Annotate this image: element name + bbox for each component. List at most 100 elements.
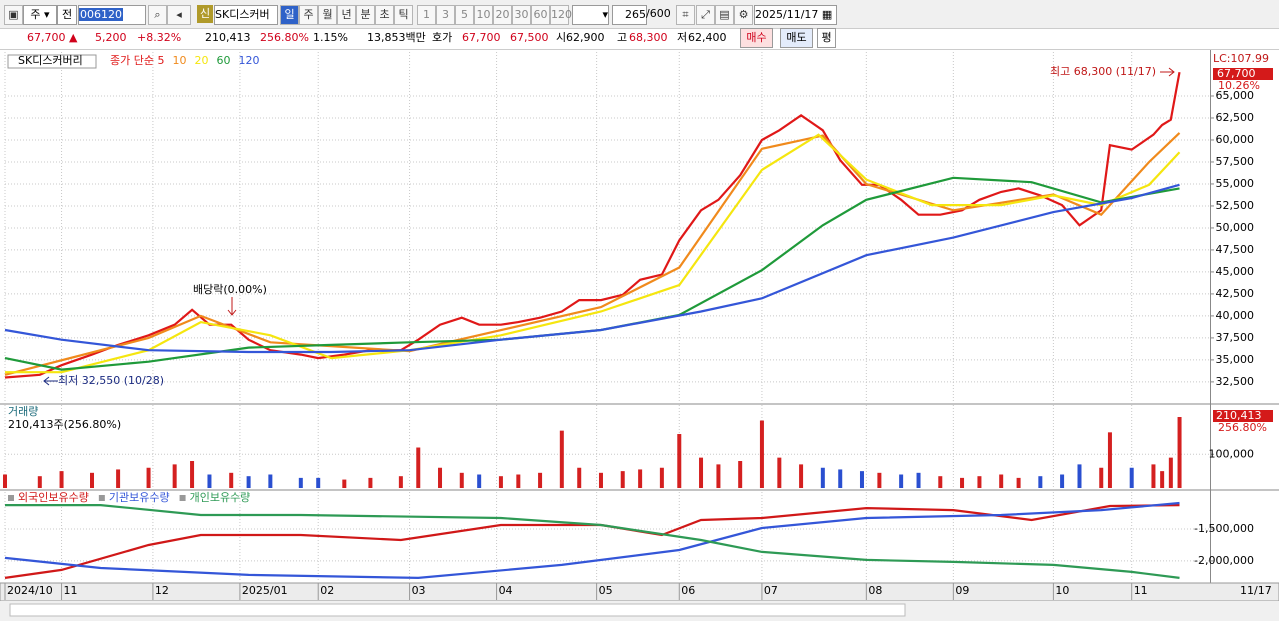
volume-bar	[999, 474, 1004, 488]
lc-label: LC:107.99	[1213, 52, 1269, 65]
high: 68,300	[629, 31, 668, 44]
tool-icon[interactable]: ⤢	[696, 5, 715, 25]
volume-bar	[1107, 432, 1112, 488]
volume-bar	[116, 469, 121, 488]
x-axis-strip	[0, 582, 1279, 602]
legend-box	[7, 54, 97, 69]
period-button[interactable]: 년	[337, 5, 356, 25]
volume-bar	[777, 457, 782, 488]
volume-bar	[1038, 476, 1043, 488]
x-tick-label: 09	[955, 584, 969, 597]
x-tick-label: 08	[868, 584, 882, 597]
volume-bar	[1151, 464, 1156, 488]
series-line	[4, 501, 1180, 580]
new-badge[interactable]: 신	[197, 5, 213, 23]
volume-bar	[3, 474, 7, 488]
volume-bar	[659, 467, 664, 488]
legend-entry: 120	[238, 54, 259, 67]
tool-icon[interactable]: ⌗	[676, 5, 695, 25]
volume-bar	[1168, 457, 1173, 488]
avg-button[interactable]: 평	[817, 28, 836, 48]
x-tick-label: 02	[320, 584, 334, 597]
stock-name: SK디스커버리	[18, 54, 83, 67]
interval-button[interactable]: 3	[436, 5, 455, 25]
volume-bar	[738, 461, 743, 488]
volume-bar	[916, 472, 921, 488]
volume-bar	[229, 472, 234, 488]
period-button[interactable]: 일	[280, 5, 299, 25]
x-tick-label: 11	[1134, 584, 1148, 597]
volume-bar	[820, 467, 825, 488]
legend-entry: 종가 단순 5	[110, 54, 164, 67]
interval-button[interactable]: 120	[550, 5, 572, 25]
volume-bar	[1177, 417, 1182, 488]
interval-button[interactable]: 1	[417, 5, 436, 25]
sell-button[interactable]: 매도	[780, 28, 813, 48]
period-button[interactable]: 주	[299, 5, 318, 25]
x-tick-label: 10	[1055, 584, 1069, 597]
name-field[interactable]: SK디스커버	[214, 5, 278, 25]
volume-bar	[190, 461, 195, 488]
legend-entry: 외국인보유수량	[18, 491, 89, 504]
interval-select[interactable]: ▾	[572, 5, 609, 25]
legend-swatch	[8, 495, 14, 501]
volume-bar	[877, 472, 882, 488]
buy-button[interactable]: 매수	[740, 28, 773, 48]
y-tick-label: 50,000	[1216, 221, 1255, 234]
volume-bar	[438, 467, 443, 488]
legend-swatch	[98, 495, 105, 501]
low: 62,400	[688, 31, 727, 44]
scroll-track[interactable]	[9, 603, 906, 617]
code: 006120	[79, 8, 123, 21]
interval-button[interactable]: 10	[474, 5, 493, 25]
volume-bar	[1060, 474, 1065, 488]
date-input[interactable]: 2025/11/17 ▦	[754, 5, 837, 25]
volume: 210,413	[205, 31, 251, 44]
all-button[interactable]: 전	[57, 5, 77, 25]
volume-bar	[960, 477, 965, 488]
volume-bar	[342, 479, 347, 488]
period-button[interactable]: 초	[375, 5, 394, 25]
menu-icon[interactable]: ▣	[4, 5, 23, 25]
y-tick-label: 55,000	[1216, 177, 1255, 190]
volume-bar	[90, 472, 95, 488]
code-input[interactable]: 006120	[78, 5, 146, 25]
volume-bar	[1129, 467, 1134, 488]
interval-button[interactable]: 30	[512, 5, 531, 25]
last-price-box	[1213, 68, 1273, 80]
high-annotation: 최고 68,300 (11/17)	[1050, 65, 1156, 78]
volume-bar	[146, 467, 151, 488]
volume-rate: 256.80%	[260, 31, 309, 44]
period-button[interactable]: 월	[318, 5, 337, 25]
volume-bar	[559, 430, 564, 488]
save-icon[interactable]: ▤	[715, 5, 734, 25]
count-input[interactable]: 265	[612, 5, 647, 25]
settings-icon[interactable]: ⚙	[734, 5, 753, 25]
interval-button[interactable]: 60	[531, 5, 550, 25]
amount: 13,853백만	[367, 31, 426, 44]
period-button[interactable]: 틱	[394, 5, 413, 25]
legend-entry: 20	[194, 54, 208, 67]
volume-bar	[759, 420, 764, 488]
quote-bar	[0, 28, 1279, 50]
volume-bar	[498, 476, 503, 488]
sound-icon[interactable]: ◂	[167, 5, 191, 25]
search-icon[interactable]: ⌕	[148, 5, 167, 25]
volume-bar	[268, 474, 273, 488]
volume-bar	[716, 464, 721, 488]
volume-bar	[1077, 464, 1082, 488]
interval-button[interactable]: 5	[455, 5, 474, 25]
legend-swatch	[179, 495, 186, 501]
volume-bar	[938, 476, 943, 488]
bid: 67,500	[510, 31, 549, 44]
y-tick-label: 45,000	[1216, 265, 1255, 278]
market-select[interactable]: 주 ▾	[23, 5, 57, 25]
volume-bar	[838, 469, 843, 488]
y-tick-label: 42,500	[1216, 287, 1255, 300]
interval-button[interactable]: 20	[493, 5, 512, 25]
series-line	[5, 504, 1180, 579]
legend-entry: 60	[216, 54, 230, 67]
period-button[interactable]: 분	[356, 5, 375, 25]
y-tick-label: 62,500	[1216, 111, 1255, 124]
